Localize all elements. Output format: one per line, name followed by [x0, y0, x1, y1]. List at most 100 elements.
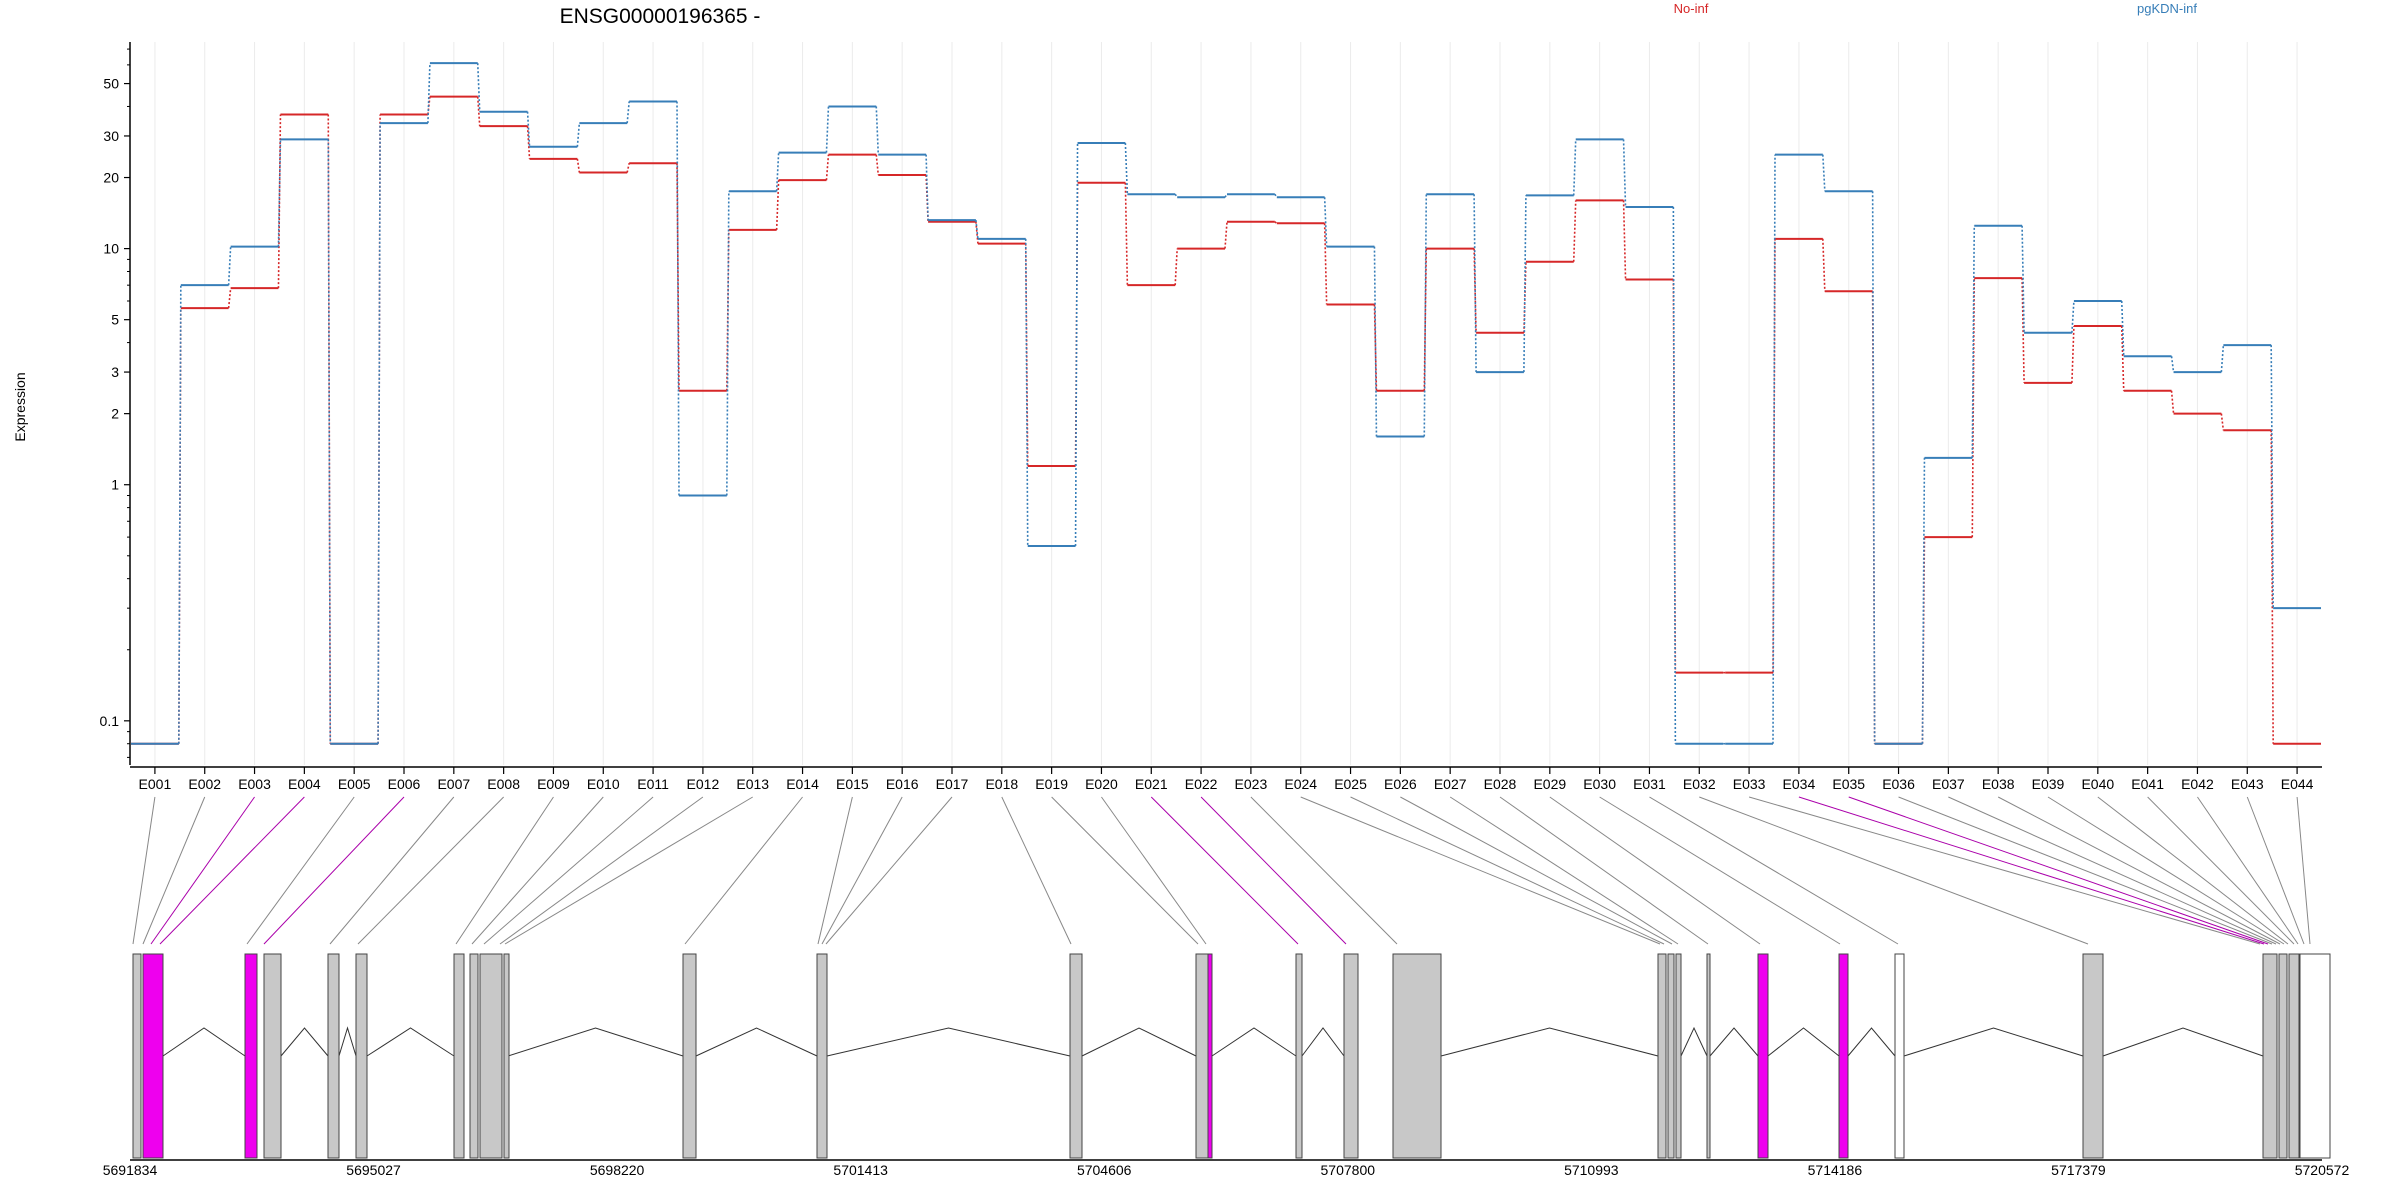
- series-connector: [1622, 200, 1627, 280]
- x-tick-label: E007: [437, 776, 470, 792]
- gene-model-track: 5691834 5695027 5698220 5701413 5704606 57078…: [103, 953, 2349, 1178]
- x-tick-label: E025: [1334, 776, 1367, 792]
- exon-connector: [357, 796, 504, 945]
- series-connector: [1274, 221, 1278, 224]
- y-tick-label: 0.1: [100, 713, 120, 729]
- x-tick-label: E016: [886, 776, 919, 792]
- exon-connector: [132, 796, 156, 945]
- series-connector: [1024, 238, 1029, 547]
- series-connector: [676, 101, 680, 496]
- intron-line: [1847, 1027, 1896, 1057]
- exon-connector: [1250, 796, 1398, 945]
- exon-box: [2278, 953, 2288, 1159]
- exon-connector: [1101, 796, 1207, 945]
- exon-connector: [1549, 796, 1761, 945]
- y-tick-label: 1: [111, 477, 119, 493]
- exon-box: [2082, 953, 2104, 1159]
- series-connector: [975, 220, 979, 239]
- series-connector: [1473, 194, 1477, 373]
- series-connector: [277, 139, 282, 247]
- exon-connector: [821, 796, 903, 945]
- exon-connector: [1001, 796, 1072, 945]
- exon-box: [1069, 953, 1083, 1159]
- genomic-coordinate-label: 5710993: [1564, 1162, 1619, 1178]
- x-tick-label: E035: [1832, 776, 1865, 792]
- exon-connector: [1051, 796, 1199, 945]
- series-connector: [327, 114, 332, 744]
- series-connector: [1323, 223, 1328, 305]
- exon-box: [2299, 953, 2331, 1159]
- exon-connector: [504, 796, 753, 945]
- x-tick-label: E032: [1683, 776, 1716, 792]
- exon-connectors: [132, 796, 2311, 945]
- exon-box-highlighted: [1207, 953, 1213, 1159]
- x-tick-label: E020: [1085, 776, 1118, 792]
- x-tick-label: E043: [2231, 776, 2264, 792]
- series-connector: [2170, 356, 2175, 373]
- exon-connector: [1499, 796, 1709, 945]
- exon-box: [453, 953, 465, 1159]
- exon-box: [1675, 953, 1682, 1159]
- intron-line: [2102, 1027, 2264, 1057]
- series-connector: [825, 154, 830, 181]
- y-tick-label: 3: [111, 364, 119, 380]
- x-tick-label: E006: [388, 776, 421, 792]
- exon-connector: [455, 796, 554, 945]
- chart-title: ENSG00000196365 -: [560, 5, 761, 28]
- y-tick-label: 20: [103, 170, 119, 186]
- exon-connector: [2147, 796, 2295, 945]
- genomic-coordinate-label: 5704606: [1077, 1162, 1132, 1178]
- series-connector: [476, 63, 481, 112]
- exon-box: [682, 953, 697, 1159]
- x-tick-label: E011: [637, 776, 669, 792]
- x-tick-label: E031: [1633, 776, 1666, 792]
- exon-box: [327, 953, 340, 1159]
- series-connector: [1074, 143, 1079, 547]
- intron-line: [826, 1027, 1071, 1057]
- series-connector: [1124, 143, 1129, 195]
- legend-label-no-inf: No-inf: [1674, 1, 1709, 16]
- exon-box: [503, 953, 510, 1159]
- x-tick-label: E033: [1733, 776, 1766, 792]
- exon-connector: [2097, 796, 2289, 945]
- series-pgkdn-inf: [131, 62, 2321, 745]
- exon-connector: [1798, 796, 2265, 945]
- x-tick-label: E029: [1533, 776, 1566, 792]
- series-connector: [1423, 194, 1428, 437]
- x-tick-label: E034: [1783, 776, 1816, 792]
- exon-box: [1295, 953, 1303, 1159]
- x-tick-label: E018: [985, 776, 1018, 792]
- exon-box-highlighted: [1838, 953, 1849, 1159]
- series-connector: [726, 191, 730, 496]
- genomic-coordinate-label: 5707800: [1321, 1162, 1376, 1178]
- x-tick-label: E037: [1932, 776, 1965, 792]
- series-connector: [2120, 300, 2125, 357]
- series-connector: [676, 163, 680, 391]
- x-tick-label: E014: [786, 776, 819, 792]
- exon-box: [263, 953, 282, 1159]
- exon-connector: [1898, 796, 2273, 945]
- exon-connector: [1150, 796, 1299, 945]
- exon-connector: [817, 796, 853, 945]
- series-connector: [1971, 225, 1976, 458]
- genomic-coordinate-label: 5701413: [833, 1162, 888, 1178]
- x-tick-label: E001: [139, 776, 172, 792]
- exon-connector: [2296, 796, 2311, 945]
- series-connector: [2021, 278, 2025, 383]
- series-connector: [1174, 193, 1178, 198]
- x-tick-label: E013: [736, 776, 769, 792]
- exon-connector: [1599, 796, 1841, 945]
- exon-connector: [2197, 796, 2299, 945]
- x-tick-label: E002: [188, 776, 221, 792]
- exon-connector: [1699, 796, 2089, 945]
- exon-box: [2262, 953, 2278, 1159]
- exon-box: [816, 953, 828, 1159]
- series-connector: [1274, 193, 1278, 198]
- series-connector: [1672, 207, 1677, 744]
- x-tick-label: E030: [1583, 776, 1616, 792]
- intron-line: [1301, 1027, 1345, 1057]
- series-connector: [1523, 195, 1527, 373]
- axes: 0.1 1 2 3 5 10 20 30 50 E001 E002 E003 E004 E005 E006 E…: [100, 42, 2322, 792]
- x-tick-label: E010: [587, 776, 620, 792]
- exon-box: [1894, 953, 1905, 1159]
